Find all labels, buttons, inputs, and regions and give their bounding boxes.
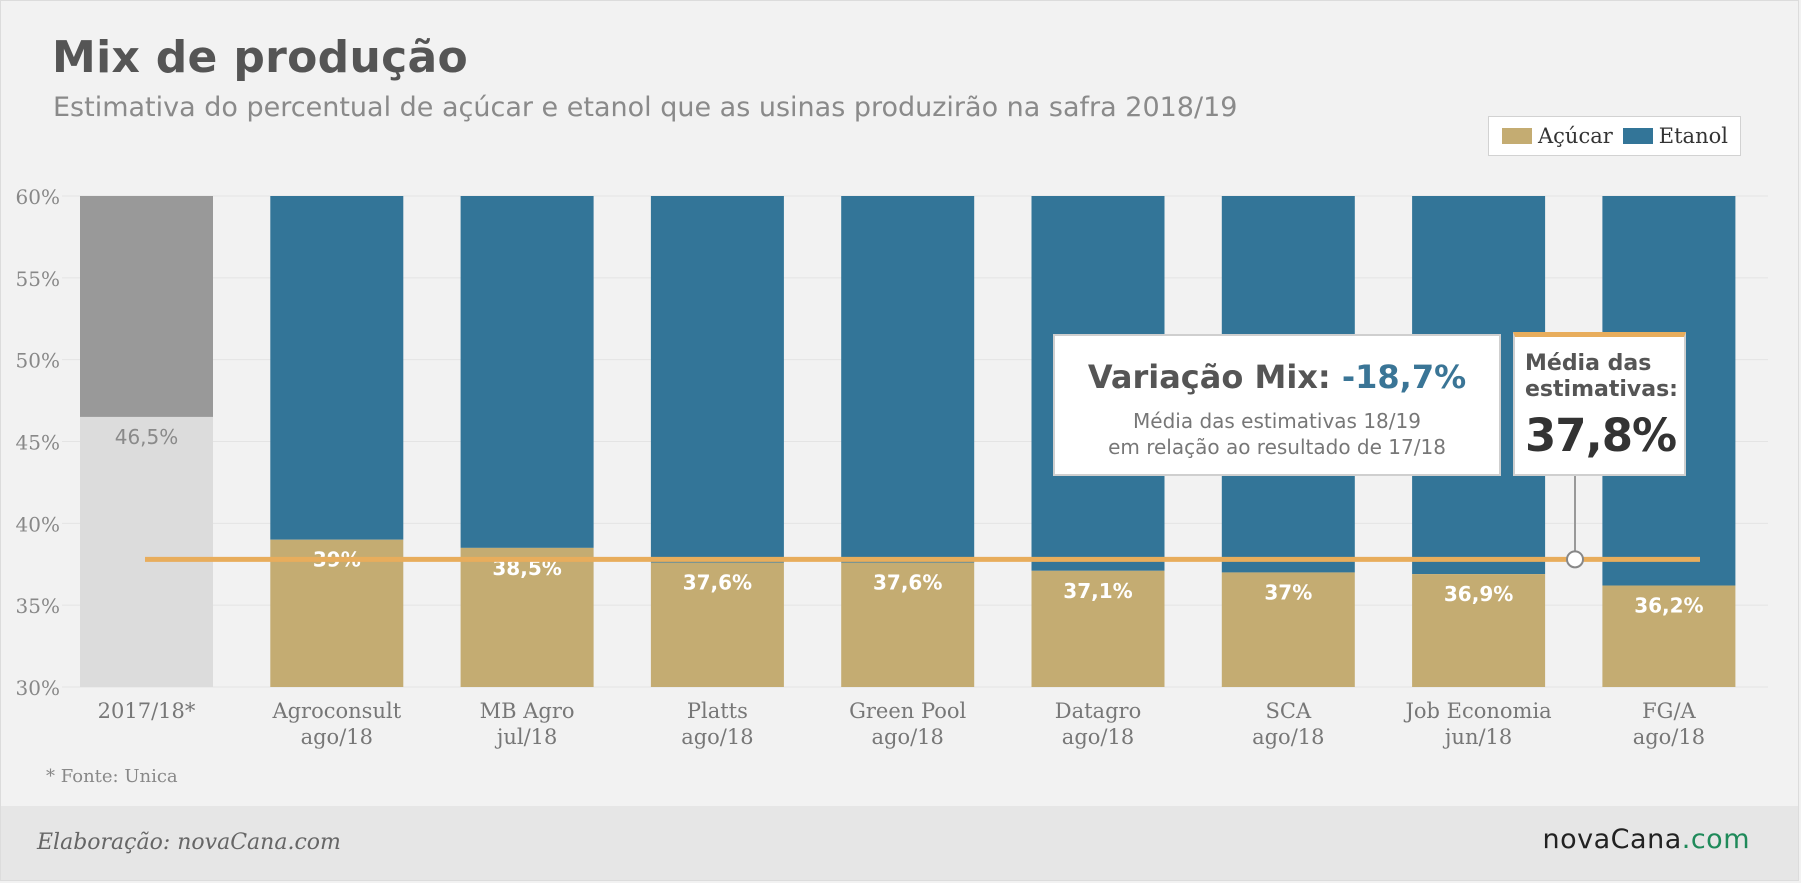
media-label-line2: estimativas: <box>1525 377 1678 402</box>
data-label: 36,9% <box>1444 582 1513 606</box>
brand-tld: .com <box>1681 824 1750 855</box>
chart-title: Mix de produção <box>52 32 468 83</box>
chart-subtitle: Estimativa do percentual de açúcar e eta… <box>53 92 1238 123</box>
footer-credit: Elaboração: novaCana.com <box>37 830 341 855</box>
bar-etanol <box>460 196 594 548</box>
x-tick-sublabel: ago/18 <box>681 725 753 749</box>
legend-swatch-etanol <box>1622 128 1653 144</box>
bar-acucar <box>1031 570 1165 687</box>
y-tick-label: 45% <box>16 431 60 455</box>
variacao-callout: Variação Mix: -18,7% Média das estimativ… <box>1053 334 1501 476</box>
bar-acucar <box>80 416 213 687</box>
source-note: * Fonte: Unica <box>46 766 178 787</box>
legend: Açúcar Etanol <box>1488 116 1741 156</box>
variacao-label: Variação Mix: <box>1087 358 1331 396</box>
media-value: 37,8% <box>1525 409 1677 462</box>
x-tick-label: 2017/18* <box>98 699 196 723</box>
data-label: 37% <box>1264 580 1312 604</box>
y-tick-label: 55% <box>16 267 60 291</box>
bar-etanol <box>270 196 404 540</box>
x-tick-label: Datagro <box>1055 699 1141 723</box>
bar-acucar <box>1602 585 1736 687</box>
x-tick-label: Green Pool <box>849 699 966 723</box>
bar-etanol <box>80 196 213 417</box>
media-label-line1: Média das <box>1525 351 1652 376</box>
y-tick-label: 50% <box>16 349 60 373</box>
y-tick-label: 35% <box>16 594 60 618</box>
x-tick-label: MB Agro <box>480 699 575 723</box>
variacao-desc-line1: Média das estimativas 18/19 <box>1133 409 1421 433</box>
footer: Elaboração: novaCana.com novaCana.com <box>1 806 1798 880</box>
data-label: 37,1% <box>1063 579 1132 603</box>
variacao-heading: Variação Mix: -18,7% <box>1055 358 1499 396</box>
legend-label-acucar: Açúcar <box>1538 124 1613 148</box>
x-tick-sublabel: jul/18 <box>494 725 558 749</box>
x-tick-sublabel: ago/18 <box>1633 725 1705 749</box>
brand-logo: novaCana.com <box>1543 824 1750 855</box>
bar-acucar <box>1412 574 1546 687</box>
legend-item-acucar: Açúcar <box>1502 124 1613 148</box>
x-tick-label: Agroconsult <box>271 699 401 723</box>
x-tick-label: SCA <box>1265 699 1311 723</box>
bar-acucar <box>841 562 975 687</box>
media-label: Média das estimativas: <box>1525 351 1684 403</box>
legend-label-etanol: Etanol <box>1658 124 1728 148</box>
x-tick-label: Job Economia <box>1403 699 1551 723</box>
variacao-value: -18,7% <box>1341 358 1467 396</box>
x-tick-sublabel: ago/18 <box>1252 725 1324 749</box>
bar-acucar <box>460 547 594 687</box>
bar-etanol <box>650 196 784 563</box>
legend-item-etanol: Etanol <box>1622 124 1728 148</box>
x-tick-sublabel: ago/18 <box>301 725 373 749</box>
bar-acucar <box>650 562 784 687</box>
x-tick-sublabel: ago/18 <box>871 725 943 749</box>
x-tick-sublabel: ago/18 <box>1062 725 1134 749</box>
y-tick-label: 30% <box>16 676 60 700</box>
x-tick-sublabel: jun/18 <box>1442 725 1512 749</box>
data-label: 46,5% <box>115 425 179 449</box>
media-callout: Média das estimativas: 37,8% <box>1513 332 1686 476</box>
average-marker <box>1566 550 1584 569</box>
bar-acucar <box>270 539 404 687</box>
x-tick-label: Platts <box>687 699 748 723</box>
data-label: 36,2% <box>1634 594 1703 618</box>
data-label: 37,6% <box>873 571 942 595</box>
legend-swatch-acucar <box>1502 128 1532 144</box>
y-tick-label: 60% <box>16 185 60 209</box>
data-label: 37,6% <box>683 571 752 595</box>
variacao-description: Média das estimativas 18/19 em relação a… <box>1055 408 1499 460</box>
x-tick-label: FG/A <box>1642 699 1696 723</box>
variacao-desc-line2: em relação ao resultado de 17/18 <box>1108 435 1446 459</box>
y-tick-label: 40% <box>16 512 60 536</box>
brand-name: novaCana <box>1542 824 1682 855</box>
bar-acucar <box>1221 572 1355 687</box>
bar-etanol <box>841 196 975 563</box>
